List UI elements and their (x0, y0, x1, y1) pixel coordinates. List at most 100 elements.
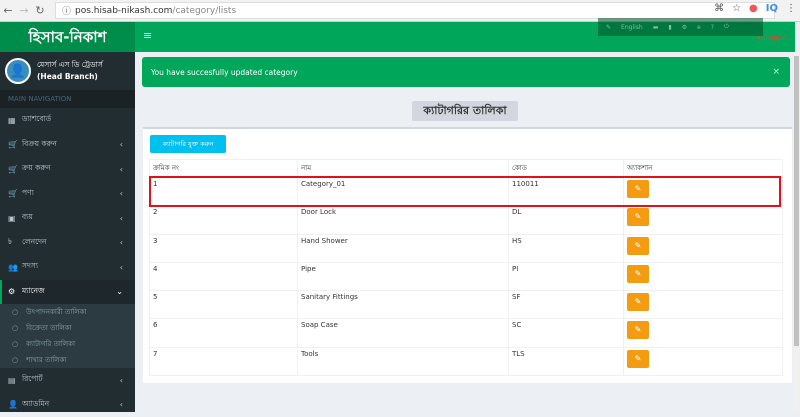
table-cell: 7 (150, 347, 298, 375)
cart-icon: 🛒 (8, 140, 22, 149)
chevron-left-icon: ‹ (120, 214, 123, 223)
ie-icon[interactable]: e (697, 24, 701, 31)
sidebar-item-2[interactable]: 🛒ক্রয় করুন‹ (0, 157, 135, 182)
hat-icon[interactable]: ▬ (653, 24, 659, 31)
table-cell: Tools (298, 347, 509, 375)
power-icon[interactable]: ⏻ (724, 23, 729, 31)
submenu-item-label: শাখার তালিকা (26, 354, 66, 366)
sidebar-item-6[interactable]: 👥সদস্য‹ (0, 255, 135, 280)
column-header: অ্যাকশান (624, 160, 783, 178)
table-cell: 2 (150, 206, 298, 234)
submenu-item-1[interactable]: ○বিক্রেতা তালিকা (0, 320, 135, 336)
edit-button[interactable]: ✎ (627, 293, 649, 311)
circle-icon: ○ (12, 340, 18, 348)
iq-extension-icon[interactable]: IQ (766, 3, 778, 14)
column-header: কোড (509, 160, 624, 178)
edit-button[interactable]: ✎ (627, 180, 649, 198)
sidebar-item-label: ম্যানেজ (22, 286, 45, 298)
main-navigation-header: MAIN NAVIGATION (0, 90, 135, 108)
sidebar-item-label: পণ্য (22, 188, 34, 200)
add-category-button[interactable]: ক্যাটাগরি যুক্ত করুন (150, 135, 226, 153)
sidebar-item-label: ক্রয় করুন (22, 163, 51, 175)
cart-icon: 🛒 (8, 189, 22, 198)
sidebar-item-0[interactable]: ▦ড্যাশবোর্ড (0, 108, 135, 133)
sidebar-item-3[interactable]: 🛒পণ্য‹ (0, 182, 135, 207)
sidebar-item-1[interactable]: 🛒বিক্রয় করুন‹ (0, 133, 135, 158)
close-icon[interactable]: × (772, 67, 780, 77)
action-cell: ✎ (624, 347, 783, 375)
table-cell: DL (509, 206, 624, 234)
table-cell: HS (509, 234, 624, 262)
edit-icon: ✎ (635, 184, 642, 193)
success-alert: You have succesfully updated category × (142, 57, 790, 87)
taka-icon: ৳ (8, 236, 22, 249)
star-icon[interactable]: ☆ (732, 3, 741, 14)
page-title: ক্যাটাগরির তালিকা (412, 101, 518, 121)
table-cell: 4 (150, 262, 298, 290)
sidebar-item-7[interactable]: ⚙ম্যানেজ⌄ (0, 280, 135, 305)
table-cell: Category_01 (298, 178, 509, 206)
sidebar-item-label: লেনদেন (22, 237, 47, 249)
sidebar-toggle-icon[interactable]: ≡ (143, 29, 152, 42)
url-path: /category/lists (172, 6, 236, 16)
sidebar-item-5[interactable]: ৳লেনদেন ‹ (0, 231, 135, 256)
edit-icon: ✎ (635, 297, 642, 306)
manage-submenu: ○উৎপাদনকারী তালিকা○বিক্রেতা তালিকা○ক্যাট… (0, 304, 135, 368)
edit-button[interactable]: ✎ (627, 265, 649, 283)
edit-button[interactable]: ✎ (627, 237, 649, 255)
sidebar-bottom-item-0[interactable]: ▤রিপোর্ট‹ (0, 368, 135, 393)
sidebar-bottom-item-1[interactable]: 👤অ্যাডমিন‹ (0, 393, 135, 417)
chevron-left-icon: ‹ (120, 238, 123, 247)
action-cell: ✎ (624, 291, 783, 319)
translate-icon[interactable]: ⌘ (714, 3, 724, 14)
edit-button[interactable]: ✎ (627, 208, 649, 226)
chevron-left-icon: ‹ (120, 376, 123, 385)
forward-icon[interactable]: → (16, 4, 32, 17)
sidebar-item-label: অ্যাডমিন (22, 399, 49, 411)
column-header: ক্রমিক নং (150, 160, 298, 178)
bottle-icon[interactable]: ▮ (668, 24, 671, 31)
table-cell: Door Lock (298, 206, 509, 234)
back-icon[interactable]: ← (0, 4, 16, 17)
edit-icon: ✎ (635, 269, 642, 278)
sidebar: হিসাব-নিকাশ 👤 মেসার্স এস ডি ট্রেডার্স (H… (0, 22, 135, 412)
sidebar-item-label: সদস্য (22, 261, 38, 273)
gear-icon[interactable]: ⚙ (682, 24, 687, 31)
extension-icon[interactable]: ● (749, 3, 758, 14)
scrollbar[interactable] (794, 52, 800, 412)
table-cell: 3 (150, 234, 298, 262)
scrollbar-thumb[interactable] (794, 56, 799, 346)
submenu-item-3[interactable]: ○ শাখার তালিকা (0, 352, 135, 368)
action-cell: ✎ (624, 319, 783, 347)
submenu-item-2[interactable]: ○ক্যাটাগরি তালিকা (0, 336, 135, 352)
circle-icon: ○ (12, 356, 18, 364)
chevron-left-icon: ‹ (120, 263, 123, 272)
edit-icon: ✎ (635, 354, 642, 363)
logout-label: Logout (763, 34, 787, 42)
action-cell: ✎ (624, 178, 783, 206)
help-icon[interactable]: ? (711, 24, 714, 31)
table-cell: TLS (509, 347, 624, 375)
submenu-item-label: উৎপাদনকারী তালিকা (26, 306, 86, 318)
top-navbar: ≡ ✎ English ▬ ▮ ⚙ e ? ⏻ ➜ Logout (135, 22, 795, 52)
menu-icon[interactable]: ⋮ (786, 3, 796, 14)
extension-overlay-toolbar: ✎ English ▬ ▮ ⚙ e ? ⏻ (598, 18, 763, 36)
keyboard-icon[interactable]: ✎ (606, 24, 611, 31)
address-bar[interactable]: ⓘ pos.hisab-nikash.com/category/lists (55, 2, 775, 19)
cogs-icon: ⚙ (8, 287, 22, 296)
submenu-item-0[interactable]: ○উৎপাদনকারী তালিকা (0, 304, 135, 320)
edit-button[interactable]: ✎ (627, 321, 649, 339)
user-name: মেসার্স এস ডি ট্রেডার্স (37, 59, 103, 71)
logo[interactable]: হিসাব-নিকাশ (0, 22, 135, 52)
table-cell: Sanitary Fittings (298, 291, 509, 319)
action-cell: ✎ (624, 234, 783, 262)
sidebar-item-4[interactable]: ▣ব্যয়‹ (0, 206, 135, 231)
edit-button[interactable]: ✎ (627, 350, 649, 368)
reload-icon[interactable]: ↻ (32, 4, 48, 17)
logout-link[interactable]: ➜ Logout (755, 34, 787, 42)
table-cell: SC (509, 319, 624, 347)
language-select[interactable]: English (621, 24, 643, 31)
